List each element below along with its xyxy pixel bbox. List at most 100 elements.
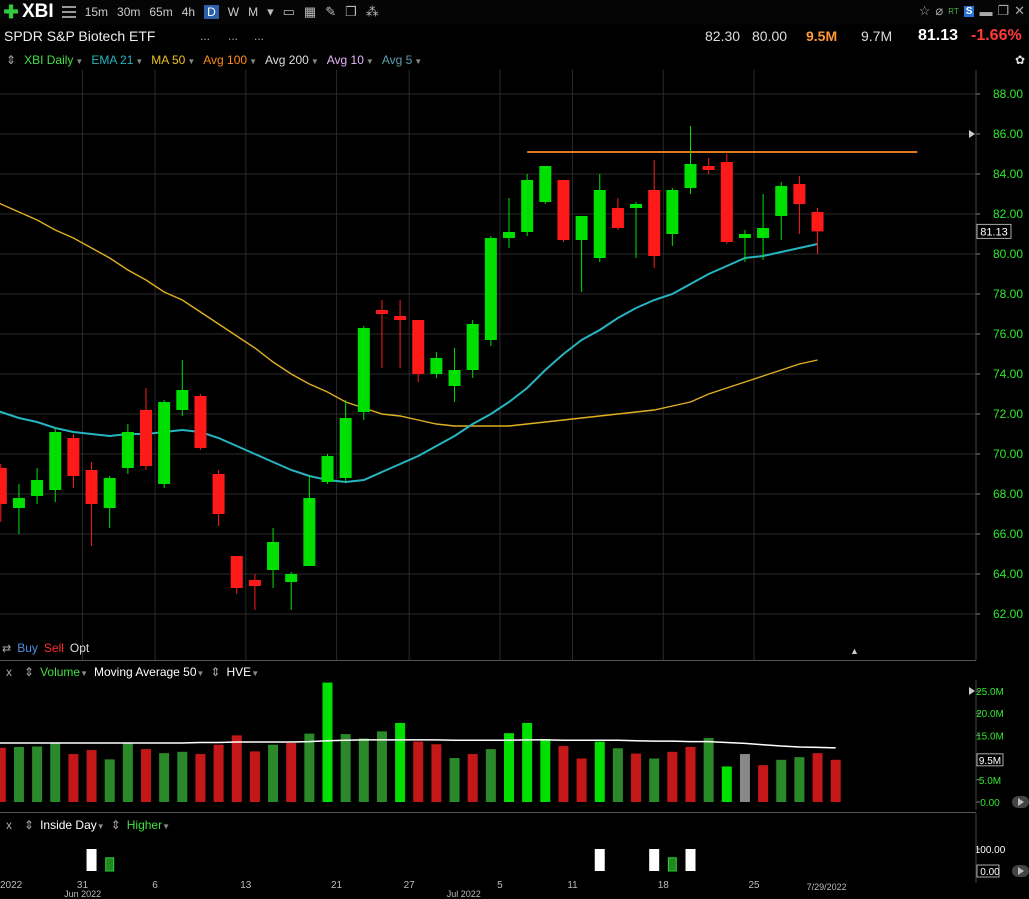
timeframe-15m[interactable]: 15m [84, 5, 109, 19]
collapse-up-icon[interactable]: ▲ [850, 646, 859, 656]
inside-day-label[interactable]: Inside Day▼ [40, 818, 105, 832]
price-chart[interactable]: 88.00 86.00 84.00 82.00 80.00 78.00 76.00 74.00… [0, 70, 1029, 660]
volume-bar [540, 738, 551, 802]
trade-icon[interactable]: ⇄ [2, 642, 12, 655]
volume-tick-label: 5.0M [979, 776, 1001, 787]
legend-label: Avg 100 [203, 53, 248, 67]
timeframe-30m[interactable]: 30m [117, 5, 141, 19]
legend-label: Avg 10 [326, 53, 364, 67]
candle-body [375, 310, 388, 314]
share-icon[interactable]: ⁂ [365, 4, 379, 19]
volume-bar [340, 734, 351, 802]
palette-icon[interactable]: ✿ [1014, 53, 1025, 67]
layers-icon[interactable]: ❐ [345, 4, 357, 19]
legend-avg10[interactable]: Avg 10 ▼ [326, 53, 374, 67]
ema21-line [0, 243, 818, 484]
timeframe-4h[interactable]: 4h [181, 5, 196, 19]
star-icon[interactable]: ☆ [918, 3, 931, 18]
volume-chart[interactable]: 25.0M 20.0M 15.0M 5.0M 0.00 9.5M [0, 680, 1029, 810]
drag-handle-icon[interactable]: ⇕ [110, 818, 121, 832]
last-volume-label: 9.5M [979, 756, 1001, 767]
time-axis-label: Jul 2022 [447, 889, 481, 899]
volume-bar [739, 754, 750, 802]
drag-handle-icon[interactable]: ⇕ [210, 665, 221, 679]
opt-button[interactable]: Opt [69, 641, 90, 655]
legend-avg5[interactable]: Avg 5 ▼ [381, 53, 423, 67]
candle-body [31, 480, 44, 496]
inside-tick-label: 0.00 [980, 867, 1000, 878]
volume-bar [322, 682, 333, 802]
volume-label[interactable]: Volume▼ [40, 665, 89, 679]
inside-pane-header: x ⇕ Inside Day▼ ⇕ Higher▼ [6, 818, 170, 832]
close-pane-icon[interactable]: x [6, 818, 12, 832]
volume-bar [558, 746, 569, 802]
timeframe-daily[interactable]: D [204, 5, 219, 19]
legend-xbi-daily[interactable]: XBI Daily ▼ [24, 53, 84, 67]
dropdown-chevron-icon[interactable]: ▾ [267, 4, 274, 19]
last-volume-box [976, 753, 1004, 767]
volume-ma-label[interactable]: Moving Average 50▼ [94, 665, 205, 679]
volume-bar [576, 758, 587, 802]
volume-bar [304, 733, 315, 802]
minimize-icon[interactable]: ▬ [979, 3, 993, 19]
inside-last-box [976, 864, 1000, 878]
price-tick-label: 64.00 [993, 567, 1023, 581]
timeframe-monthly[interactable]: M [248, 5, 259, 19]
settings-s-icon[interactable]: S [963, 5, 975, 17]
legend-avg100[interactable]: Avg 100 ▼ [203, 53, 257, 67]
quote-low: 80.00 [752, 28, 788, 44]
drag-handle-icon[interactable]: ⇕ [24, 818, 35, 832]
time-axis-label: 5 [497, 880, 503, 891]
pane-divider[interactable] [0, 660, 976, 661]
window-controls: ☆ ⌀ RT S ▬ ❐ ✕ [919, 3, 1025, 19]
volume-bar [467, 754, 478, 802]
price-tick-label: 74.00 [993, 367, 1023, 381]
inside-tick-label: 100.00 [975, 845, 1006, 856]
volume-bar [177, 751, 188, 802]
candle-body [575, 216, 588, 240]
pencil-icon[interactable]: ✎ [325, 4, 337, 19]
text-tool-icon[interactable]: ▭ [282, 4, 295, 19]
quote-change: -1.66% [971, 27, 1022, 44]
volume-pane-header: x ⇕ Volume▼ Moving Average 50▼ ⇕ HVE▼ [6, 665, 259, 679]
legend-avg200[interactable]: Avg 200 ▼ [265, 53, 319, 67]
hve-label[interactable]: HVE▼ [226, 665, 260, 679]
candle-body [285, 574, 298, 582]
higher-label[interactable]: Higher▼ [126, 818, 171, 832]
candle-body [557, 180, 570, 240]
buy-button[interactable]: Buy [17, 641, 38, 655]
legend-ma50[interactable]: MA 50 ▼ [151, 53, 196, 67]
pane-divider[interactable] [0, 812, 976, 813]
candle-body [503, 232, 515, 238]
timeframe-weekly[interactable]: W [227, 5, 240, 19]
menu-icon[interactable] [61, 6, 76, 18]
maximize-icon[interactable]: ❐ [997, 3, 1010, 18]
drag-handle-icon[interactable]: ⇕ [6, 53, 17, 67]
volume-bar [0, 747, 6, 802]
trade-buttons: ⇄ Buy Sell Opt [2, 641, 89, 655]
higher-label-text: Higher [126, 818, 163, 832]
symbol-label[interactable]: XBI [22, 1, 54, 22]
tag-icon[interactable]: ⌀ [935, 3, 944, 18]
calculator-icon[interactable]: ▦ [303, 4, 317, 19]
sell-button[interactable]: Sell [43, 641, 64, 655]
volume-bar [685, 746, 696, 802]
inside-day-bar [649, 849, 660, 871]
volume-bar [249, 751, 260, 802]
add-symbol-icon[interactable]: ✚ [3, 1, 19, 22]
price-tick-label: 70.00 [993, 447, 1023, 461]
candle-body [140, 410, 152, 466]
volume-ma50-line [0, 739, 836, 749]
candle-body [49, 432, 62, 490]
price-marker-icon [969, 130, 975, 138]
legend-ema21[interactable]: EMA 21 ▼ [91, 53, 144, 67]
close-pane-icon[interactable]: x [6, 665, 12, 679]
timeframe-65m[interactable]: 65m [149, 5, 173, 19]
price-tick-label: 66.00 [993, 527, 1023, 541]
close-icon[interactable]: ✕ [1014, 3, 1025, 18]
ma50-line [0, 202, 818, 427]
drag-handle-icon[interactable]: ⇕ [24, 665, 35, 679]
volume-bar [485, 749, 496, 802]
quote-dots-2: ... [228, 29, 239, 43]
